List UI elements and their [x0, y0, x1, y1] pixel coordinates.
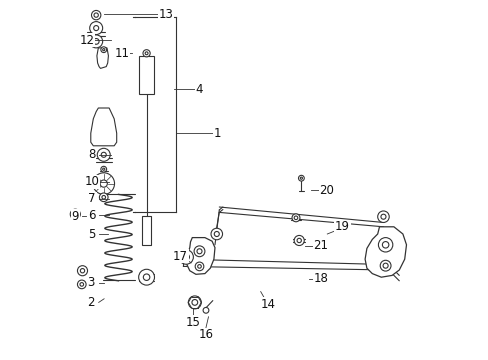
- Text: 15: 15: [185, 316, 200, 329]
- Circle shape: [94, 13, 98, 17]
- Text: 12: 12: [80, 34, 95, 47]
- Circle shape: [139, 269, 154, 285]
- Circle shape: [70, 209, 80, 219]
- Polygon shape: [186, 238, 215, 274]
- Circle shape: [73, 212, 77, 216]
- Text: 19: 19: [334, 220, 349, 233]
- Circle shape: [188, 296, 201, 309]
- Circle shape: [142, 50, 150, 57]
- Circle shape: [100, 180, 107, 187]
- Text: 14: 14: [260, 298, 275, 311]
- Circle shape: [377, 211, 388, 222]
- Circle shape: [211, 228, 222, 240]
- Circle shape: [102, 195, 105, 199]
- Circle shape: [97, 148, 110, 161]
- Circle shape: [296, 238, 301, 243]
- Text: 3: 3: [87, 276, 94, 289]
- Circle shape: [143, 274, 149, 280]
- Circle shape: [89, 35, 102, 48]
- Circle shape: [179, 250, 193, 264]
- Circle shape: [102, 49, 104, 51]
- Circle shape: [300, 177, 302, 179]
- Text: 21: 21: [313, 239, 327, 252]
- Circle shape: [77, 266, 87, 276]
- Circle shape: [194, 246, 204, 257]
- Text: 4: 4: [195, 83, 203, 96]
- Text: 13: 13: [159, 8, 173, 21]
- Circle shape: [382, 242, 388, 248]
- Circle shape: [291, 214, 299, 222]
- Circle shape: [294, 235, 304, 246]
- Circle shape: [80, 283, 83, 286]
- FancyBboxPatch shape: [139, 56, 153, 94]
- Circle shape: [298, 175, 304, 181]
- Circle shape: [382, 263, 387, 268]
- Circle shape: [94, 26, 99, 31]
- Circle shape: [89, 22, 102, 35]
- Text: 7: 7: [88, 192, 96, 205]
- Circle shape: [77, 280, 86, 289]
- Circle shape: [214, 231, 219, 237]
- Text: 10: 10: [84, 175, 100, 188]
- Text: 9: 9: [71, 210, 79, 222]
- Polygon shape: [91, 108, 117, 146]
- Circle shape: [93, 173, 114, 194]
- Text: 5: 5: [88, 228, 96, 240]
- FancyBboxPatch shape: [142, 216, 151, 245]
- Circle shape: [380, 214, 385, 219]
- Circle shape: [145, 52, 148, 55]
- Text: 8: 8: [88, 148, 96, 161]
- Text: 11: 11: [114, 47, 129, 60]
- Text: 20: 20: [319, 184, 333, 197]
- Circle shape: [378, 238, 392, 252]
- Circle shape: [183, 254, 189, 260]
- Circle shape: [294, 216, 297, 220]
- Circle shape: [101, 166, 106, 172]
- Circle shape: [101, 47, 106, 53]
- Circle shape: [380, 260, 390, 271]
- Text: 16: 16: [198, 328, 213, 341]
- Circle shape: [203, 307, 208, 313]
- Text: 1: 1: [213, 127, 221, 140]
- Circle shape: [195, 262, 203, 271]
- Text: 2: 2: [87, 296, 94, 309]
- Circle shape: [80, 269, 84, 273]
- Text: 18: 18: [313, 273, 327, 285]
- Text: 6: 6: [88, 209, 96, 222]
- Circle shape: [93, 39, 99, 44]
- Circle shape: [99, 193, 108, 202]
- Polygon shape: [365, 227, 406, 277]
- Circle shape: [91, 10, 101, 20]
- Circle shape: [197, 249, 202, 254]
- Polygon shape: [97, 48, 108, 68]
- Circle shape: [102, 168, 104, 170]
- Circle shape: [101, 152, 106, 157]
- Text: 17: 17: [173, 250, 187, 263]
- Circle shape: [197, 265, 201, 268]
- Circle shape: [192, 300, 197, 305]
